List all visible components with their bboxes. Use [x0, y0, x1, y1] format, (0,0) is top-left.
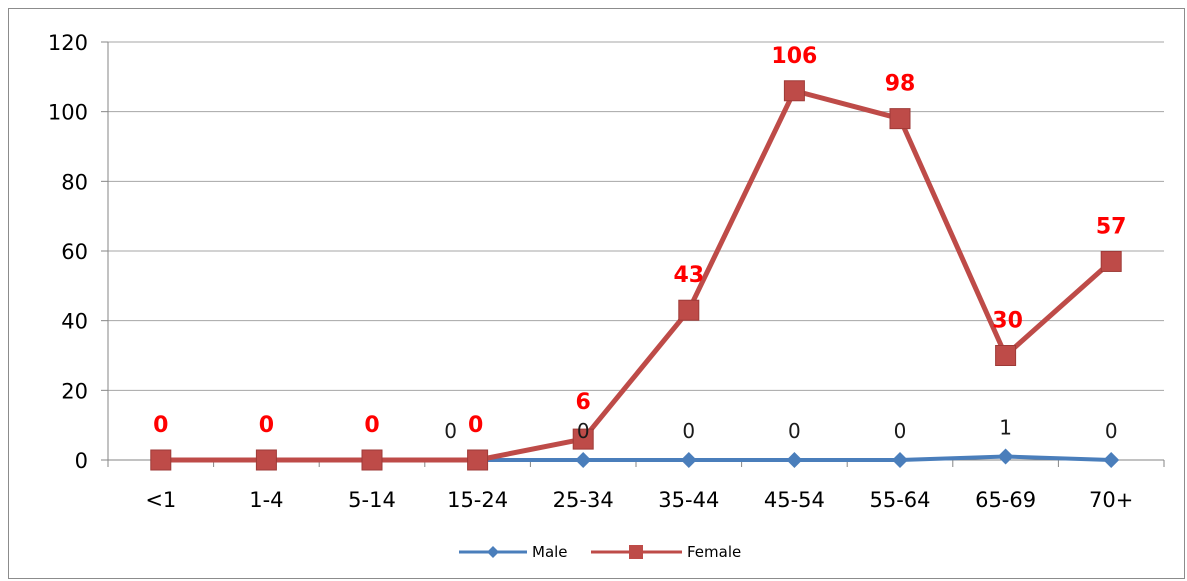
gridlines [108, 41, 1164, 461]
xtick-label: <1 [145, 488, 176, 512]
data-label-female: 0 [468, 413, 483, 438]
data-label-male: 0 [1105, 419, 1118, 443]
legend-label-male: Male [532, 543, 568, 561]
point-female [361, 449, 383, 471]
data-label-male: 0 [577, 419, 590, 443]
xtick-label: 5-14 [348, 488, 396, 512]
data-label-male: 0 [894, 419, 907, 443]
point-male [680, 452, 697, 468]
point-male [892, 452, 908, 468]
point-female [889, 108, 911, 130]
chart-frame [8, 8, 1185, 579]
ytick-label: 20 [61, 379, 88, 403]
point-female [572, 428, 594, 450]
data-label-female: 6 [576, 390, 591, 415]
point-male [575, 452, 592, 468]
data-label-female: 30 [992, 309, 1023, 334]
point-female [995, 345, 1017, 366]
data-label-female: 0 [364, 413, 379, 438]
xtick-label: 55-64 [869, 488, 930, 512]
ytick-label: 40 [61, 310, 88, 334]
legend: Male Female [459, 543, 741, 561]
data-label-female: 0 [153, 413, 168, 438]
legend-marker-female [629, 545, 643, 559]
data-label-male: 0 [682, 419, 695, 443]
legend-marker-male [487, 546, 499, 558]
data-label-female: 43 [673, 263, 704, 288]
xtick-label: 45-54 [764, 488, 825, 512]
ytick-label: 0 [75, 449, 88, 473]
xtick-label: 70+ [1089, 488, 1133, 512]
data-label-female: 0 [259, 413, 274, 438]
data-label-female: 106 [771, 44, 817, 69]
ytick-label: 100 [48, 101, 88, 125]
series [150, 80, 1122, 471]
xtick-label: 25-34 [553, 488, 614, 512]
xtick-label: 1-4 [249, 488, 283, 512]
data-label-male: 1 [999, 416, 1012, 440]
legend-label-female: Female [687, 543, 741, 561]
ytick-label: 120 [48, 31, 88, 55]
point-female [783, 80, 805, 102]
point-male [1103, 452, 1120, 468]
xtick-label: 35-44 [658, 488, 719, 512]
ytick-label: 80 [61, 170, 88, 194]
xtick-label: 65-69 [975, 488, 1036, 512]
data-label-female: 57 [1096, 214, 1127, 239]
data-label-male: 0 [444, 419, 457, 443]
point-female [1100, 250, 1122, 272]
data-label-male: 0 [788, 419, 801, 443]
point-female [255, 449, 277, 471]
point-female [467, 449, 489, 471]
data-label-female: 98 [885, 72, 916, 97]
xtick-label: 15-24 [447, 488, 508, 512]
series-line-female [160, 88, 1113, 463]
point-female [150, 449, 172, 471]
point-female [678, 299, 700, 321]
ytick-label: 60 [61, 240, 88, 264]
point-male [786, 452, 803, 468]
point-male [997, 448, 1014, 465]
